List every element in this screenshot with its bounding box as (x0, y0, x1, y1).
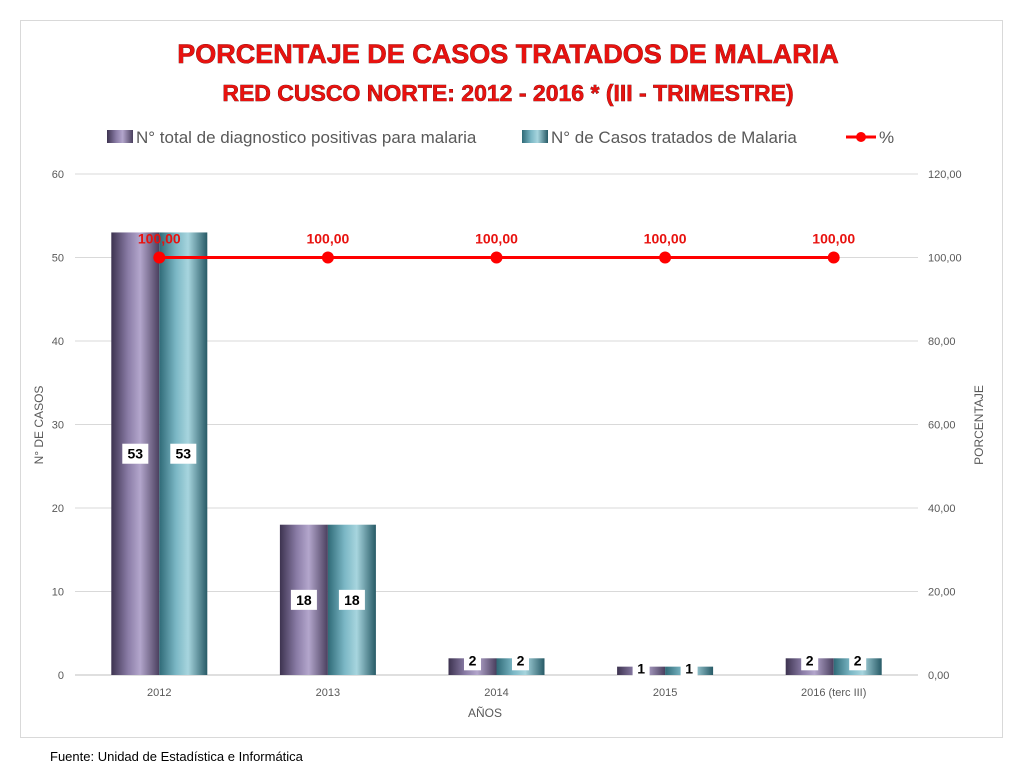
y-tick-label: 10 (52, 587, 64, 599)
bar-data-label: 2 (469, 652, 477, 668)
x-tick-label: 2013 (316, 687, 340, 699)
bar-labels: 53 18 2 1 2 53 18 2 1 2 (122, 443, 867, 679)
x-tick-label: 2015 (653, 687, 677, 699)
legend-swatch-percent-marker (856, 132, 866, 142)
percent-point (321, 251, 334, 264)
percent-line: 100,00 100,00 100,00 100,00 100,00 (138, 231, 855, 264)
bar-data-label: 18 (344, 592, 360, 608)
bar-label-bg (290, 589, 317, 610)
percent-point (490, 251, 503, 264)
legend-swatch-total (107, 130, 133, 143)
percent-data-label: 100,00 (475, 231, 518, 247)
bars (111, 232, 882, 675)
legend: N° total de diagnostico positivas para m… (107, 128, 894, 147)
y-tick-label: 40 (52, 336, 64, 348)
bar-data-label: 2 (806, 652, 814, 668)
y2-axis-ticks: 0,00 20,00 40,00 60,00 80,00 100,00 120,00 (928, 169, 962, 682)
bar-label-bg (170, 443, 197, 464)
legend-label-treated: N° de Casos tratados de Malaria (551, 128, 797, 147)
bar-data-label: 2 (517, 652, 525, 668)
x-axis-ticks: 2012 2013 2014 2015 2016 (terc III) (147, 687, 866, 699)
chart-subtitle: RED CUSCO NORTE: 2012 - 2016 * (III - TR… (222, 80, 793, 106)
legend-label-percent: % (879, 128, 894, 147)
y-axis-ticks: 0 10 20 30 40 50 60 (52, 169, 64, 682)
y-tick-label: 30 (52, 420, 64, 432)
bar-label-bg (512, 650, 529, 671)
bar-data-label: 53 (128, 446, 144, 462)
y2-tick-label: 80,00 (928, 336, 956, 348)
y2-tick-label: 60,00 (928, 420, 956, 432)
bar-data-label: 18 (296, 592, 312, 608)
legend-label-total: N° total de diagnostico positivas para m… (136, 128, 477, 147)
bar-label-bg (801, 650, 819, 671)
y2-tick-label: 40,00 (928, 503, 956, 515)
bar-label-bg (122, 443, 149, 464)
y-tick-label: 0 (58, 670, 64, 682)
percent-data-label: 100,00 (812, 231, 855, 247)
percent-data-label: 100,00 (138, 231, 181, 247)
percent-data-label: 100,00 (306, 231, 349, 247)
percent-point (827, 251, 840, 264)
x-tick-label: 2016 (terc III) (801, 687, 866, 699)
bar-data-label: 1 (637, 661, 645, 677)
chart-title: PORCENTAJE DE CASOS TRATADOS DE MALARIA (177, 39, 839, 69)
bar-label-bg (680, 658, 698, 679)
source-note: Fuente: Unidad de Estadística e Informát… (50, 749, 303, 764)
bar-data-label: 1 (685, 661, 693, 677)
y-axis-title: N° DE CASOS (32, 386, 46, 465)
y2-tick-label: 0,00 (928, 670, 949, 682)
y2-tick-label: 20,00 (928, 587, 956, 599)
percent-point (659, 251, 672, 264)
bar-label-bg (632, 658, 650, 679)
y-tick-label: 60 (52, 169, 64, 181)
legend-swatch-treated (522, 130, 548, 143)
y-tick-label: 20 (52, 503, 64, 515)
bar-data-label: 2 (854, 652, 862, 668)
y2-axis-title: PORCENTAJE (972, 385, 986, 465)
percent-data-label: 100,00 (644, 231, 687, 247)
bar-label-bg (464, 650, 481, 671)
y2-tick-label: 120,00 (928, 169, 962, 181)
bar-data-label: 53 (176, 446, 192, 462)
y-tick-label: 50 (52, 253, 64, 265)
bar-label-bg (338, 589, 365, 610)
x-tick-label: 2014 (484, 687, 508, 699)
y2-tick-label: 100,00 (928, 253, 962, 265)
percent-point (153, 251, 166, 264)
x-axis-title: AÑOS (468, 706, 502, 720)
x-tick-label: 2012 (147, 687, 171, 699)
bar-label-bg (849, 650, 867, 671)
